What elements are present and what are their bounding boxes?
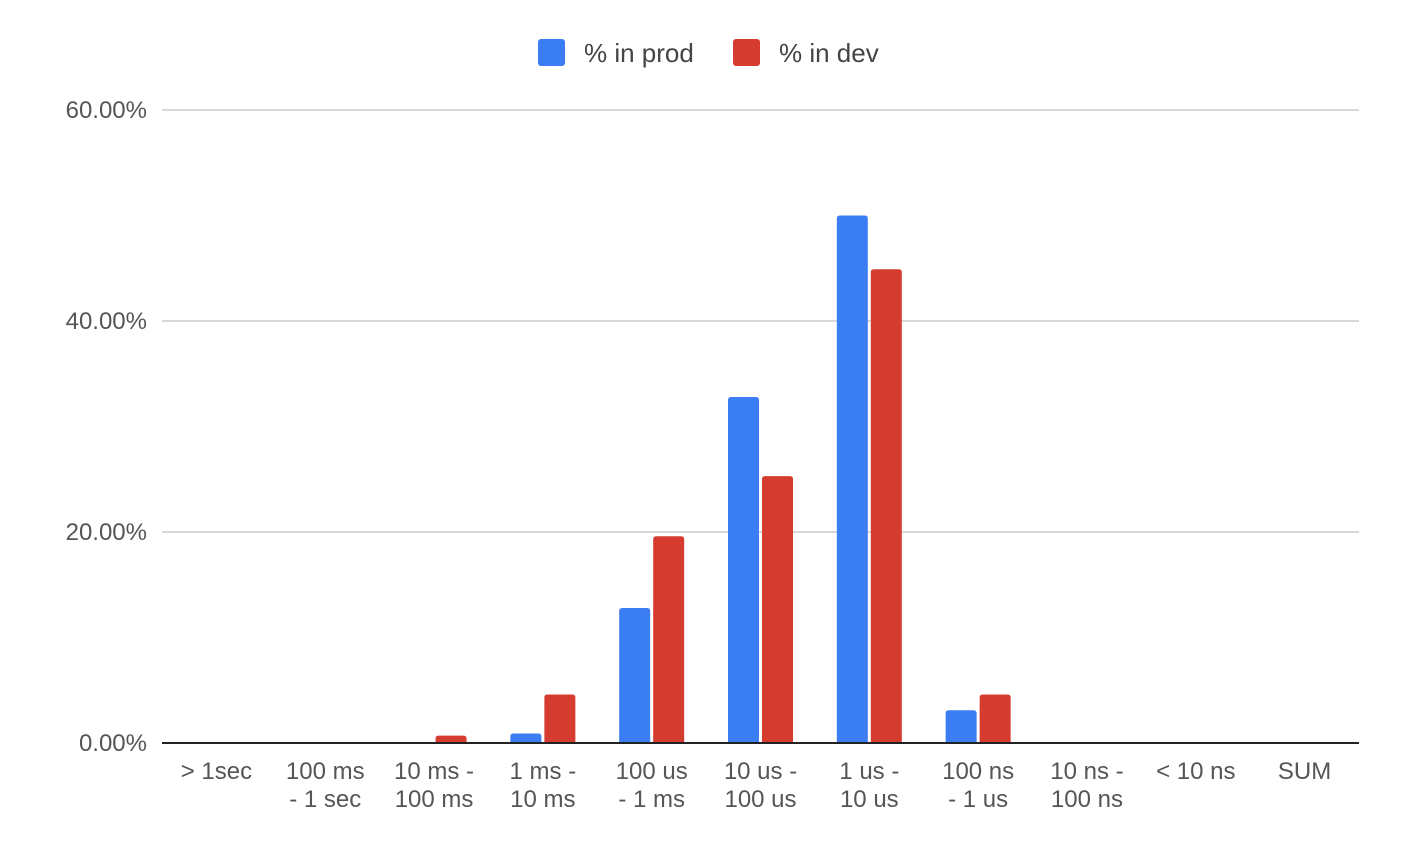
series-prod — [510, 215, 977, 743]
y-axis-ticks: 0.00% 20.00% 40.00% 60.00% — [66, 97, 147, 757]
grid-lines — [162, 109, 1359, 533]
bar — [435, 735, 467, 743]
bar — [619, 607, 651, 743]
legend: % in prod % in dev — [538, 38, 879, 68]
bar — [762, 476, 793, 743]
x-tick-label-line: 100 us — [724, 786, 796, 813]
x-tick-label-line: 100 ms — [286, 758, 365, 785]
bar — [728, 396, 759, 743]
x-tick-label-line: 100 ns — [942, 758, 1014, 785]
x-tick-label-line: 1 ms - — [510, 758, 577, 785]
y-tick-label: 40.00% — [66, 308, 147, 335]
x-tick-label-line: 10 us - — [724, 758, 797, 785]
x-tick-label-line: 100 ns — [1051, 786, 1123, 813]
x-tick-label-line: 1 us - — [839, 758, 899, 785]
y-tick-label: 20.00% — [66, 519, 147, 546]
bars — [435, 215, 1011, 743]
x-tick-label-line: 10 ns - — [1050, 758, 1123, 785]
x-tick-label: 1 us -10 us — [839, 758, 899, 813]
y-tick-label: 0.00% — [79, 730, 147, 757]
legend-swatch — [538, 39, 565, 66]
legend-label: % in prod — [584, 38, 694, 68]
x-tick-label: 100 ns - 1 us — [942, 758, 1014, 813]
legend-item-prod: % in prod — [538, 38, 694, 68]
bar — [653, 536, 685, 743]
bar — [979, 694, 1011, 743]
x-tick-label: 10 ns -100 ns — [1050, 758, 1123, 813]
x-tick-label-line: > 1sec — [181, 758, 252, 785]
x-tick-label-line: 10 ms - — [394, 758, 474, 785]
y-tick-label: 60.00% — [66, 97, 147, 124]
x-tick-label: 1 ms -10 ms — [510, 758, 577, 813]
x-tick-label-line: SUM — [1278, 758, 1331, 785]
x-tick-label-line: < 10 ns — [1156, 758, 1235, 785]
bar — [870, 269, 902, 743]
x-tick-label: > 1sec — [181, 758, 252, 785]
x-tick-label-line: 100 ms — [395, 786, 474, 813]
bar — [945, 710, 977, 743]
bar — [544, 694, 576, 743]
x-tick-label-line: 10 us — [840, 786, 899, 813]
bar — [836, 215, 868, 743]
legend-swatch — [733, 39, 760, 66]
x-tick-label: SUM — [1278, 758, 1331, 785]
x-tick-label-line: - 1 sec — [289, 786, 361, 813]
x-tick-label-line: - 1 us — [948, 786, 1008, 813]
series-dev — [435, 269, 1011, 743]
x-tick-label: 10 us -100 us — [724, 758, 797, 813]
legend-label: % in dev — [779, 38, 879, 68]
x-tick-label-line: 10 ms — [510, 786, 575, 813]
x-tick-label-line: - 1 ms — [618, 786, 685, 813]
bar — [510, 733, 542, 743]
x-tick-label: 100 us - 1 ms — [616, 758, 688, 813]
x-tick-label: 100 ms - 1 sec — [286, 758, 365, 813]
legend-item-dev: % in dev — [733, 38, 879, 68]
x-tick-label: 10 ms -100 ms — [394, 758, 474, 813]
x-tick-label-line: 100 us — [616, 758, 688, 785]
x-tick-label: < 10 ns — [1156, 758, 1235, 785]
